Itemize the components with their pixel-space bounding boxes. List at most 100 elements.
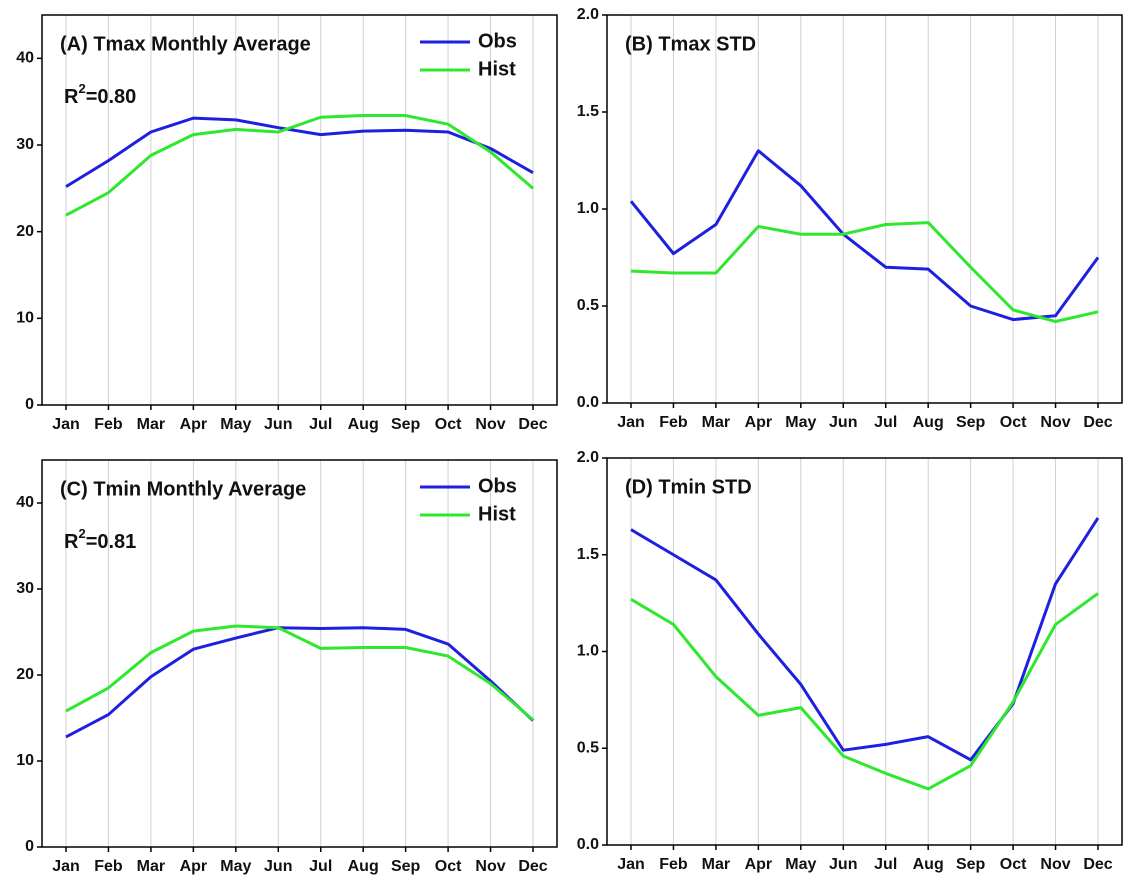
y-tick-label: 0.5 xyxy=(577,739,599,756)
y-tick-label: 0 xyxy=(25,396,34,413)
series-line xyxy=(629,149,1100,322)
legend-label: Hist xyxy=(478,503,516,525)
series-line xyxy=(65,114,534,217)
annotation: R2=0.81 xyxy=(64,526,136,553)
x-tick-label: Jun xyxy=(829,856,857,873)
y-tick-label: 2.0 xyxy=(577,6,599,23)
x-tick-label: Jan xyxy=(617,414,645,431)
x-tick-label: Oct xyxy=(1000,856,1027,873)
y-tick-label: 0.5 xyxy=(577,297,599,314)
legend-label: Obs xyxy=(478,30,517,52)
x-tick-label: Jul xyxy=(874,856,897,873)
x-tick-label: Oct xyxy=(1000,414,1027,431)
x-tick-label: Mar xyxy=(702,414,730,431)
series-line xyxy=(65,626,535,739)
annotation-base: R xyxy=(64,531,79,553)
x-tick-label: Sep xyxy=(391,416,421,433)
x-tick-label: Feb xyxy=(659,856,688,873)
panel: Jan Feb Mar Apr May Jun Jul Aug Sep Oct Nov Dec 0.0 0… xyxy=(577,6,1123,431)
x-tick-label: Sep xyxy=(956,414,986,431)
x-tick-label: Oct xyxy=(435,858,462,875)
panel: Jan Feb Mar Apr May Jun Jul Aug Sep Oct Nov Dec 0 10 2… xyxy=(16,14,558,433)
plot-frame xyxy=(41,14,558,406)
plot-frame xyxy=(41,459,558,848)
annotation-sup: 2 xyxy=(78,526,85,541)
legend-label: Hist xyxy=(478,58,516,80)
x-tick-label: Jul xyxy=(309,858,332,875)
x-tick-label: Mar xyxy=(137,416,165,433)
x-tick-label: Sep xyxy=(391,858,421,875)
x-tick-label: Sep xyxy=(956,856,986,873)
y-tick-label: 40 xyxy=(16,50,34,67)
y-tick-label: 1.5 xyxy=(577,546,599,563)
panel-title: (A) Tmax Monthly Average xyxy=(60,33,311,55)
y-tick-label: 10 xyxy=(16,310,34,327)
y-tick-label: 0 xyxy=(25,838,34,855)
x-tick-label: Jul xyxy=(874,414,897,431)
y-tick-label: 40 xyxy=(16,494,34,511)
panel: Jan Feb Mar Apr May Jun Jul Aug Sep Oct Nov Dec 0 10 2… xyxy=(16,459,558,875)
x-tick-label: Feb xyxy=(94,858,123,875)
x-tick-label: May xyxy=(220,858,251,875)
series-line xyxy=(65,116,534,188)
x-tick-label: Nov xyxy=(475,858,505,875)
x-tick-label: Jul xyxy=(309,416,332,433)
x-tick-label: Jun xyxy=(264,416,292,433)
panel-title: (B) Tmax STD xyxy=(625,33,756,55)
x-tick-label: Oct xyxy=(435,416,462,433)
x-tick-label: Dec xyxy=(1083,856,1112,873)
annotation-sup: 2 xyxy=(78,81,85,96)
x-tick-label: Apr xyxy=(180,416,208,433)
annotation: R2=0.80 xyxy=(64,81,136,108)
x-tick-label: Jan xyxy=(617,856,645,873)
panel: Jan Feb Mar Apr May Jun Jul Aug Sep Oct Nov Dec 0.0 0… xyxy=(577,449,1123,873)
x-tick-label: Jun xyxy=(829,414,857,431)
legend-label: Obs xyxy=(478,475,517,497)
annotation-rest: =0.80 xyxy=(86,86,137,108)
x-tick-label: Dec xyxy=(518,858,547,875)
y-tick-label: 20 xyxy=(16,666,34,683)
y-tick-label: 1.0 xyxy=(577,200,599,217)
x-tick-label: Aug xyxy=(348,858,379,875)
series-line xyxy=(65,624,534,721)
x-tick-label: Aug xyxy=(913,414,944,431)
x-tick-label: May xyxy=(220,416,251,433)
x-tick-label: Aug xyxy=(913,856,944,873)
x-tick-label: Dec xyxy=(518,416,547,433)
x-tick-label: Mar xyxy=(702,856,730,873)
x-tick-label: Jan xyxy=(52,416,80,433)
series-line xyxy=(630,517,1100,762)
x-tick-label: Jan xyxy=(52,858,80,875)
y-tick-label: 0.0 xyxy=(577,394,599,411)
y-tick-label: 10 xyxy=(16,752,34,769)
y-tick-label: 30 xyxy=(16,136,34,153)
y-tick-label: 0.0 xyxy=(577,836,599,853)
x-tick-label: Nov xyxy=(1040,856,1070,873)
y-tick-label: 20 xyxy=(16,223,34,240)
x-tick-label: May xyxy=(785,414,816,431)
x-tick-label: Feb xyxy=(659,414,688,431)
annotation-rest: =0.81 xyxy=(86,531,137,553)
x-tick-label: Apr xyxy=(745,856,773,873)
y-tick-label: 1.0 xyxy=(577,643,599,660)
annotation-base: R xyxy=(64,86,79,108)
x-tick-label: Aug xyxy=(348,416,379,433)
x-tick-label: May xyxy=(785,856,816,873)
x-tick-label: Feb xyxy=(94,416,123,433)
x-tick-label: Apr xyxy=(745,414,773,431)
y-tick-label: 30 xyxy=(16,580,34,597)
x-tick-label: Dec xyxy=(1083,414,1112,431)
y-tick-label: 1.5 xyxy=(577,103,599,120)
plot-frame xyxy=(606,457,1123,846)
x-tick-label: Nov xyxy=(1040,414,1070,431)
x-tick-label: Mar xyxy=(137,858,165,875)
x-tick-label: Nov xyxy=(475,416,505,433)
x-tick-label: Jun xyxy=(264,858,292,875)
y-tick-label: 2.0 xyxy=(577,449,599,466)
series-line xyxy=(630,592,1099,791)
panel-title: (D) Tmin STD xyxy=(625,476,752,498)
series-line xyxy=(630,221,1099,324)
plot-frame xyxy=(606,14,1123,404)
x-tick-label: Apr xyxy=(180,858,208,875)
